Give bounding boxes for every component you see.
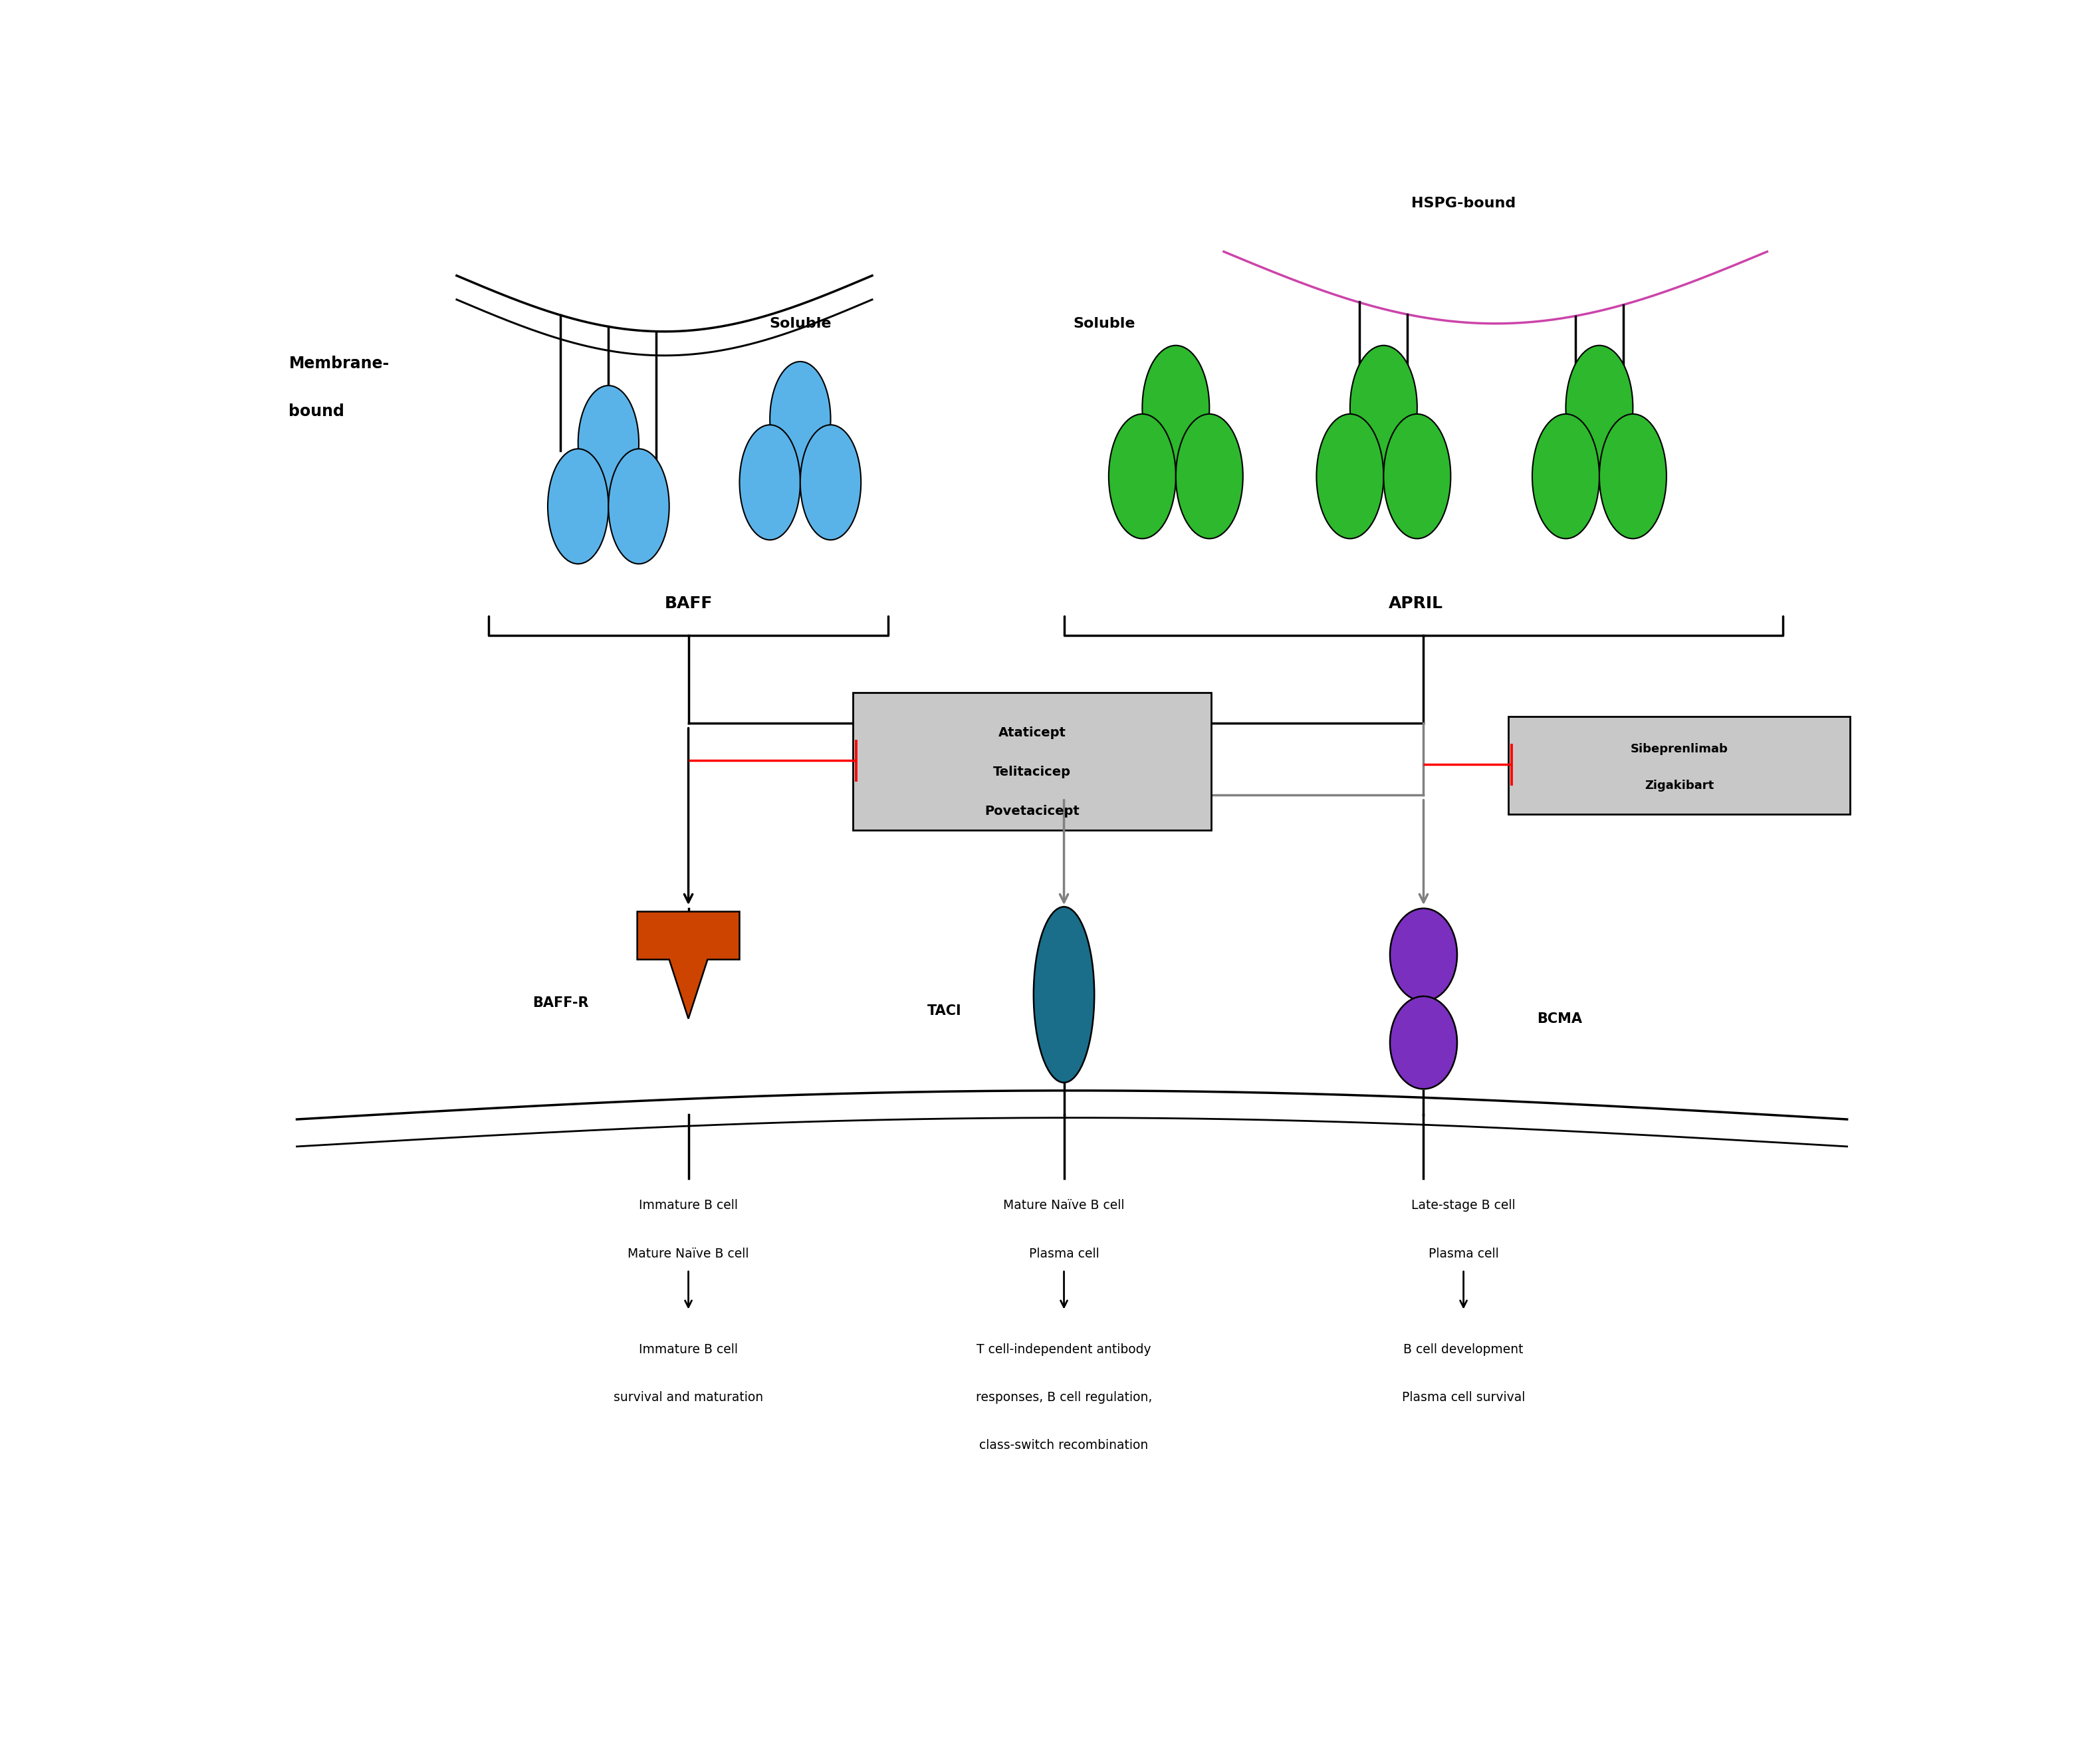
Text: TACI: TACI xyxy=(926,1004,961,1018)
Ellipse shape xyxy=(799,425,862,540)
Text: Soluble: Soluble xyxy=(1073,318,1136,330)
Ellipse shape xyxy=(548,448,608,564)
Text: Immature B cell: Immature B cell xyxy=(639,1342,737,1357)
Text: B cell development: B cell development xyxy=(1403,1342,1524,1357)
FancyBboxPatch shape xyxy=(853,693,1210,831)
Text: BAFF-R: BAFF-R xyxy=(531,997,590,1009)
Text: Plasma cell: Plasma cell xyxy=(1030,1247,1098,1259)
Ellipse shape xyxy=(1142,346,1210,469)
Ellipse shape xyxy=(1349,346,1418,469)
Ellipse shape xyxy=(1034,907,1094,1083)
Ellipse shape xyxy=(1391,997,1457,1088)
Text: Plasma cell: Plasma cell xyxy=(1428,1247,1499,1259)
Text: Immature B cell: Immature B cell xyxy=(639,1200,737,1212)
Ellipse shape xyxy=(1175,415,1244,538)
Text: class-switch recombination: class-switch recombination xyxy=(980,1439,1148,1452)
Ellipse shape xyxy=(577,386,639,501)
Ellipse shape xyxy=(1599,415,1667,538)
Text: Telitacicep: Telitacicep xyxy=(992,766,1071,778)
FancyBboxPatch shape xyxy=(1509,716,1850,815)
Text: Plasma cell survival: Plasma cell survival xyxy=(1401,1392,1526,1404)
Ellipse shape xyxy=(770,362,830,476)
Ellipse shape xyxy=(1383,415,1451,538)
Text: responses, B cell regulation,: responses, B cell regulation, xyxy=(976,1392,1152,1404)
Ellipse shape xyxy=(1532,415,1599,538)
Text: Zigakibart: Zigakibart xyxy=(1644,780,1715,792)
Text: APRIL: APRIL xyxy=(1389,594,1443,610)
Text: Membrane-: Membrane- xyxy=(289,356,390,372)
Text: Povetacicept: Povetacicept xyxy=(984,804,1080,817)
Text: Mature Naïve B cell: Mature Naïve B cell xyxy=(627,1247,749,1259)
Ellipse shape xyxy=(1391,908,1457,1002)
Text: Soluble: Soluble xyxy=(770,318,830,330)
Text: Sibeprenlimab: Sibeprenlimab xyxy=(1630,743,1727,755)
Text: Late-stage B cell: Late-stage B cell xyxy=(1412,1200,1515,1212)
Ellipse shape xyxy=(739,425,799,540)
Text: Ataticept: Ataticept xyxy=(999,727,1065,739)
Text: BAFF: BAFF xyxy=(664,594,712,610)
Text: T cell-independent antibody: T cell-independent antibody xyxy=(976,1342,1152,1357)
Ellipse shape xyxy=(1565,346,1634,469)
Text: Mature Naïve B cell: Mature Naïve B cell xyxy=(1003,1200,1125,1212)
Polygon shape xyxy=(637,912,739,1018)
Ellipse shape xyxy=(608,448,668,564)
Text: BCMA: BCMA xyxy=(1536,1013,1582,1025)
Text: survival and maturation: survival and maturation xyxy=(614,1392,764,1404)
Text: bound: bound xyxy=(289,404,345,420)
Text: HSPG-bound: HSPG-bound xyxy=(1412,198,1515,210)
Ellipse shape xyxy=(1316,415,1383,538)
Ellipse shape xyxy=(1109,415,1175,538)
